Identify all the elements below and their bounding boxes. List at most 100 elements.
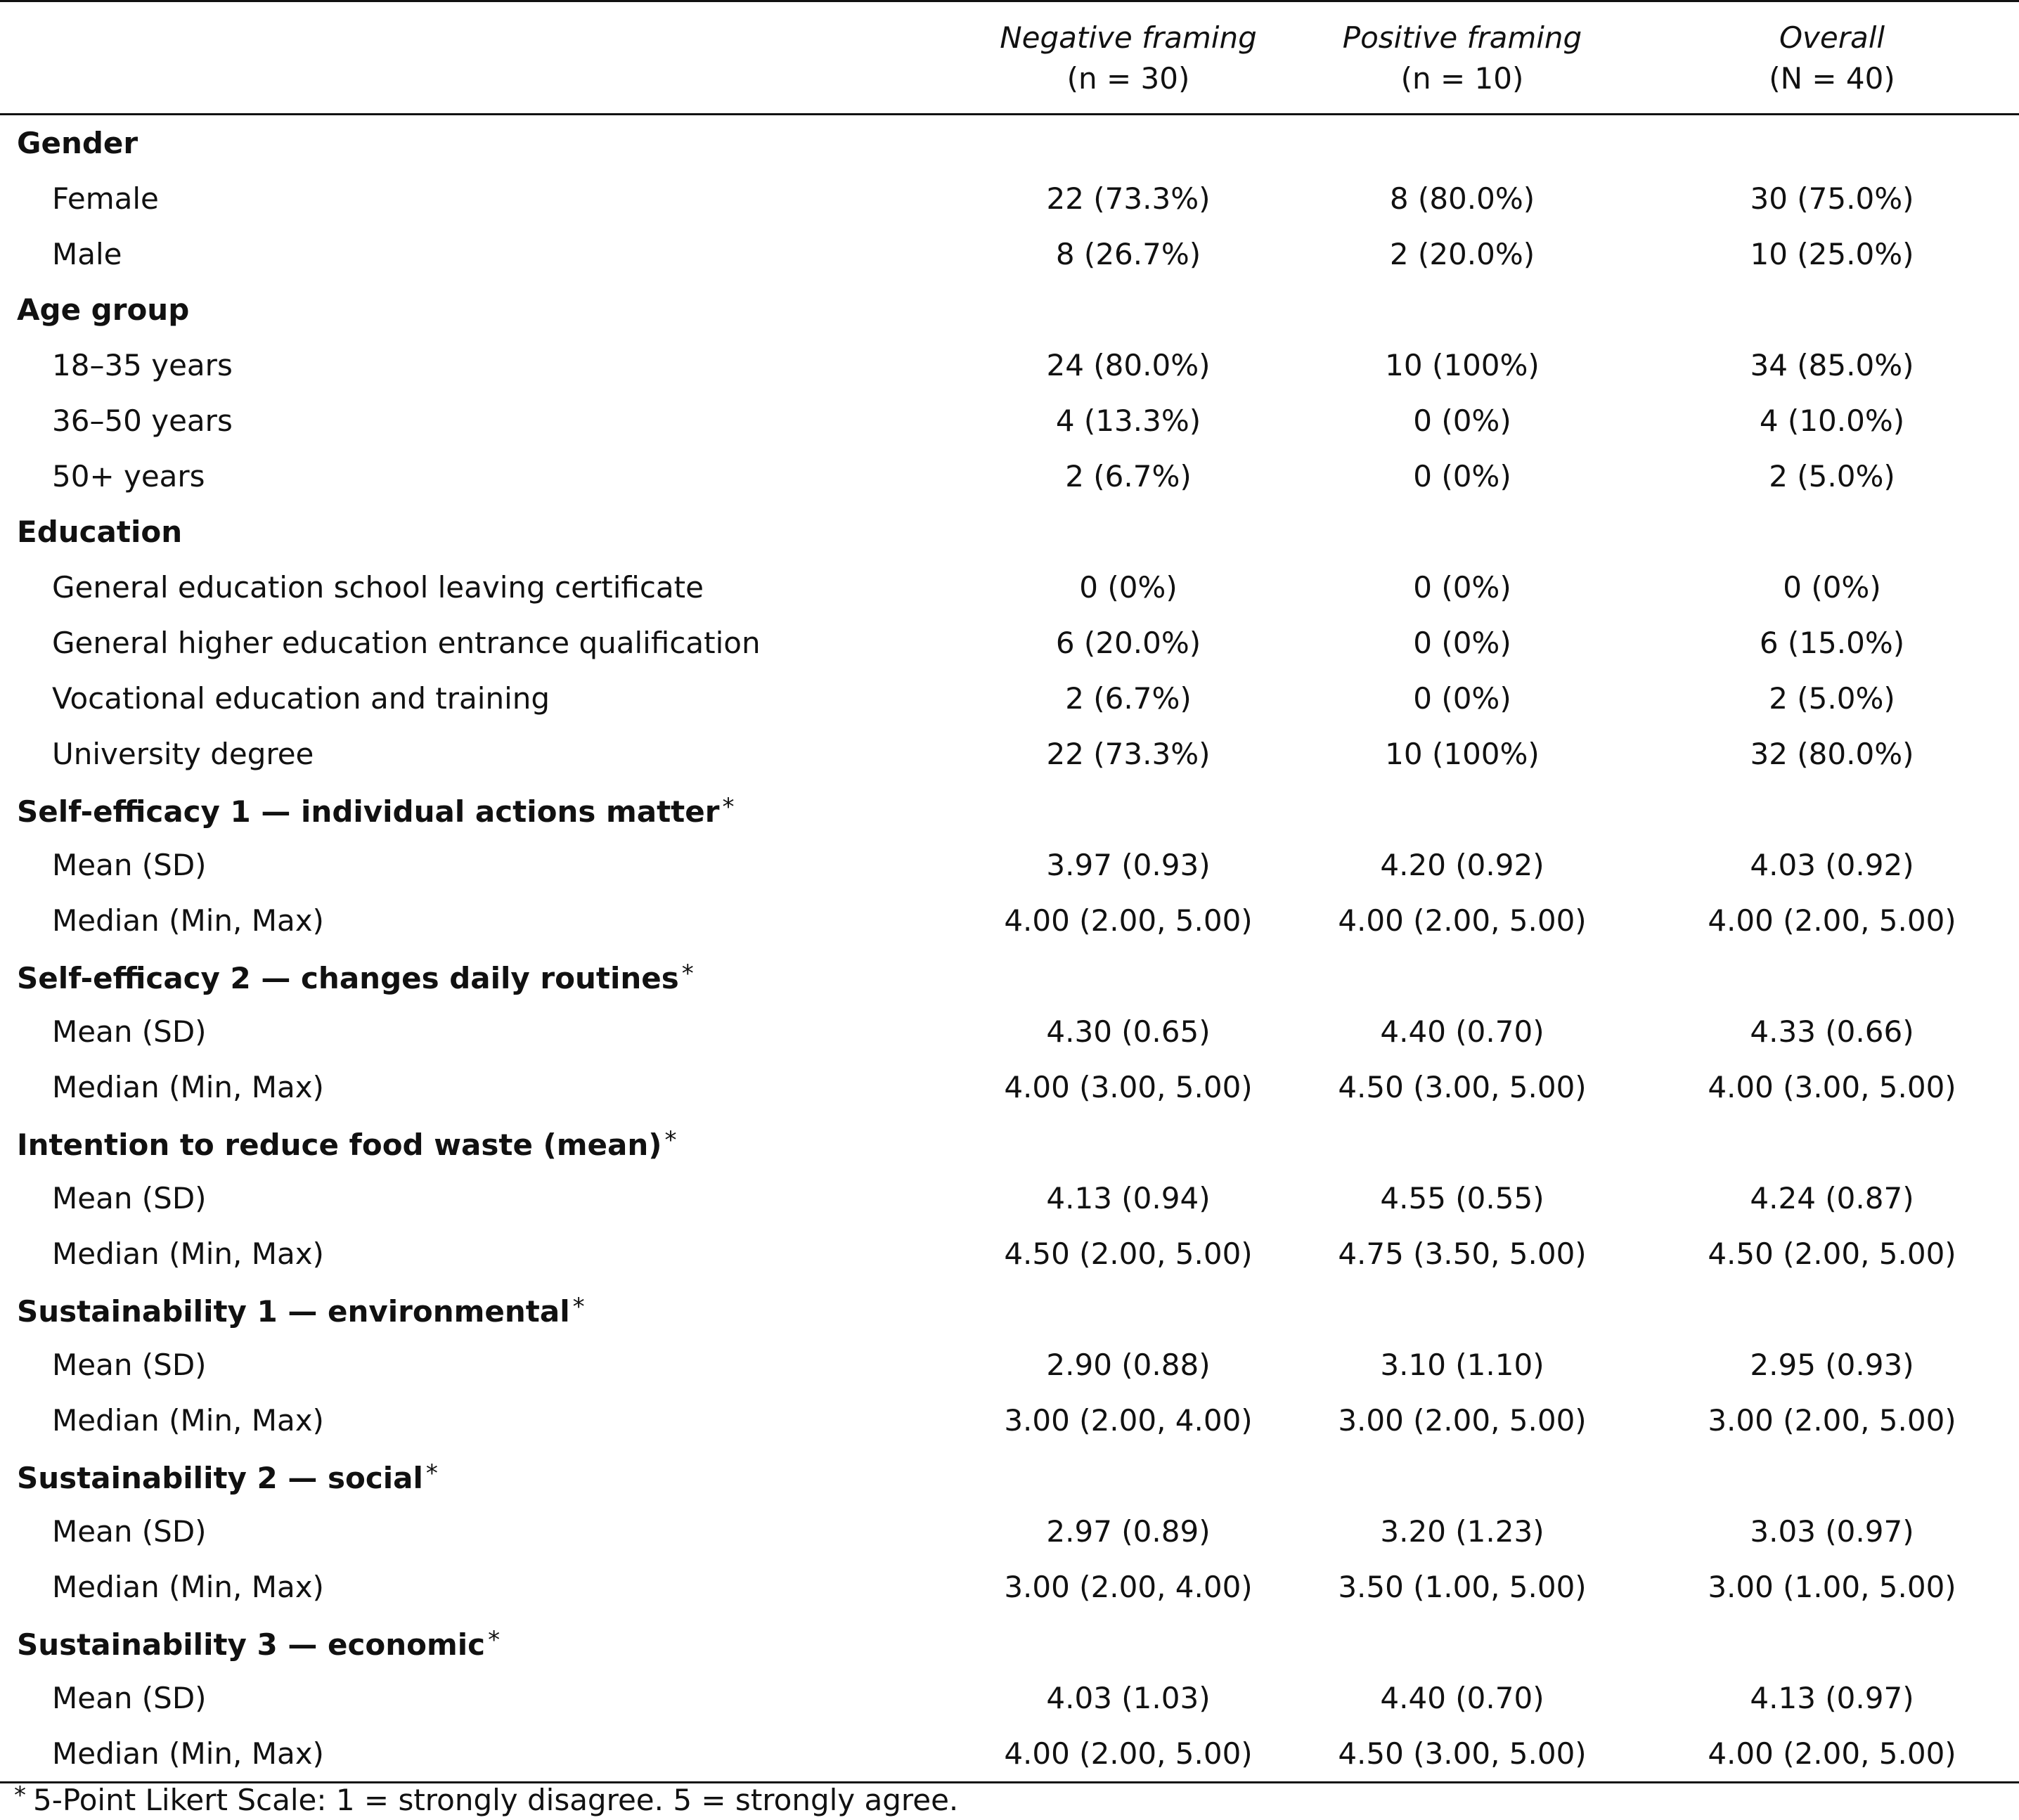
- row-label: Mean (SD): [52, 1680, 207, 1715]
- negative-framing-value: 2.97 (0.89): [1046, 1514, 1211, 1549]
- table-row: Female 22 (73.3%) 8 (80.0%) 30 (75.0%): [0, 171, 2019, 226]
- negative-framing-value: 6 (20.0%): [1055, 625, 1201, 660]
- row-label: University degree: [52, 736, 314, 771]
- table-row: 50+ years 2 (6.7%) 0 (0%) 2 (5.0%): [0, 448, 2019, 504]
- table-row: Median (Min, Max) 4.00 (2.00, 5.00) 4.50 (…: [0, 1726, 2019, 1783]
- overall-value: 2 (5.0%): [1769, 458, 1895, 493]
- table-row: Mean (SD) 4.13 (0.94) 4.55 (0.55) 4.24 (0.8…: [0, 1170, 2019, 1226]
- table-row: Mean (SD) 3.97 (0.93) 4.20 (0.92) 4.03 (0.9…: [0, 837, 2019, 893]
- positive-framing-value: 0 (0%): [1413, 680, 1511, 716]
- likert-footnote-marker: *: [681, 960, 694, 988]
- row-label: Mean (SD): [52, 1180, 207, 1215]
- positive-framing-value: 4.55 (0.55): [1380, 1180, 1544, 1215]
- group-size: (N = 40): [1769, 61, 1895, 96]
- table-row: General higher education entrance qualif…: [0, 615, 2019, 671]
- table-row: Mean (SD) 2.90 (0.88) 3.10 (1.10) 2.95 (0.9…: [0, 1337, 2019, 1393]
- section-title-text: Age group: [17, 292, 190, 327]
- row-label: Median (Min, Max): [52, 1569, 324, 1604]
- negative-framing-value: 24 (80.0%): [1046, 347, 1211, 382]
- overall-value: 3.00 (1.00, 5.00): [1708, 1569, 1956, 1604]
- positive-framing-value: 10 (100%): [1385, 736, 1540, 771]
- overall-value: 2 (5.0%): [1769, 680, 1895, 716]
- positive-framing-value: 4.50 (3.00, 5.00): [1338, 1069, 1587, 1104]
- overall-value: 4.24 (0.87): [1750, 1180, 1914, 1215]
- overall-value: 4.00 (3.00, 5.00): [1708, 1069, 1956, 1104]
- negative-framing-value: 2.90 (0.88): [1046, 1347, 1211, 1382]
- overall-value: 4.13 (0.97): [1750, 1680, 1914, 1715]
- positive-framing-value: 4.00 (2.00, 5.00): [1338, 903, 1587, 938]
- positive-framing-value: 4.40 (0.70): [1380, 1014, 1544, 1049]
- row-label: General education school leaving certifi…: [52, 569, 704, 605]
- section-title: Intention to reduce food waste (mean) *: [0, 1115, 2019, 1170]
- group-name: Negative framing: [1000, 20, 1257, 55]
- section-row: Sustainability 3 — economic *: [0, 1615, 2019, 1670]
- header-overall: Overall (N = 40): [1645, 0, 2019, 115]
- section-title-text: Sustainability 2 — social: [17, 1461, 423, 1495]
- row-label: Median (Min, Max): [52, 903, 324, 938]
- section-row: Sustainability 1 — environmental *: [0, 1282, 2019, 1337]
- section-row: Education: [0, 504, 2019, 560]
- table-row: Median (Min, Max) 3.00 (2.00, 4.00) 3.00 (…: [0, 1393, 2019, 1448]
- overall-value: 0 (0%): [1783, 569, 1881, 605]
- negative-framing-value: 22 (73.3%): [1046, 736, 1211, 771]
- positive-framing-value: 0 (0%): [1413, 403, 1511, 438]
- table-body: Gender Female 22 (73.3%) 8 (80.0%) 30 (75.0%…: [0, 115, 2019, 1783]
- section-title-text: Intention to reduce food waste (mean): [17, 1128, 662, 1162]
- section-row: Intention to reduce food waste (mean) *: [0, 1115, 2019, 1170]
- section-row: Age group: [0, 282, 2019, 337]
- table-row: 18–35 years 24 (80.0%) 10 (100%) 34 (85.0%): [0, 337, 2019, 393]
- overall-value: 3.03 (0.97): [1750, 1514, 1914, 1549]
- negative-framing-value: 4.13 (0.94): [1046, 1180, 1211, 1215]
- group-size: (n = 10): [1400, 61, 1524, 96]
- section-title: Self-efficacy 2 — changes daily routines…: [0, 948, 2019, 1004]
- section-title: Sustainability 1 — environmental *: [0, 1282, 2019, 1337]
- group-size: (n = 30): [1066, 61, 1190, 96]
- negative-framing-value: 4 (13.3%): [1055, 403, 1201, 438]
- section-row: Self-efficacy 2 — changes daily routines…: [0, 948, 2019, 1004]
- characteristics-table: Negative framing (n = 30) Positive frami…: [0, 0, 2019, 1783]
- row-label: 36–50 years: [52, 403, 233, 438]
- overall-value: 10 (25.0%): [1750, 236, 1914, 271]
- section-title: Sustainability 3 — economic *: [0, 1615, 2019, 1670]
- negative-framing-value: 3.00 (2.00, 4.00): [1004, 1569, 1253, 1604]
- group-name: Positive framing: [1342, 20, 1582, 55]
- table-footnote: * 5-Point Likert Scale: 1 = strongly disa…: [14, 1777, 958, 1819]
- section-title-text: Gender: [17, 125, 138, 160]
- row-label: Median (Min, Max): [0, 1726, 977, 1783]
- overall-value: 4 (10.0%): [1759, 403, 1905, 438]
- row-label: 50+ years: [52, 458, 205, 493]
- row-label: Female: [52, 181, 159, 216]
- row-label: Mean (SD): [52, 1514, 207, 1549]
- overall-value: 4.50 (2.00, 5.00): [1708, 1236, 1956, 1271]
- group-name: Overall: [1779, 20, 1885, 55]
- overall-value: 6 (15.0%): [1759, 625, 1905, 660]
- positive-framing-value: 8 (80.0%): [1389, 181, 1535, 216]
- section-title: Education: [0, 504, 2019, 560]
- overall-value: 4.00 (2.00, 5.00): [1645, 1726, 2019, 1783]
- section-row: Self-efficacy 1 — individual actions mat…: [0, 782, 2019, 837]
- table-row: University degree 22 (73.3%) 10 (100%) 32 (…: [0, 726, 2019, 782]
- section-title-text: Education: [17, 514, 183, 549]
- negative-framing-value: 3.00 (2.00, 4.00): [1004, 1402, 1253, 1438]
- negative-framing-value: 8 (26.7%): [1055, 236, 1201, 271]
- likert-footnote-marker: *: [722, 793, 735, 821]
- positive-framing-value: 3.00 (2.00, 5.00): [1338, 1402, 1587, 1438]
- table-row: Median (Min, Max) 4.50 (2.00, 5.00) 4.75 (…: [0, 1226, 2019, 1282]
- table-row: Mean (SD) 4.03 (1.03) 4.40 (0.70) 4.13 (0.9…: [0, 1670, 2019, 1726]
- positive-framing-value: 4.50 (3.00, 5.00): [1279, 1726, 1645, 1783]
- table-row: Mean (SD) 2.97 (0.89) 3.20 (1.23) 3.03 (0.9…: [0, 1504, 2019, 1559]
- overall-value: 2.95 (0.93): [1750, 1347, 1914, 1382]
- header-positive-framing: Positive framing (n = 10): [1279, 0, 1645, 115]
- positive-framing-value: 3.50 (1.00, 5.00): [1338, 1569, 1587, 1604]
- overall-value: 4.00 (2.00, 5.00): [1708, 903, 1956, 938]
- likert-footnote-marker: *: [664, 1126, 677, 1154]
- table-row: Median (Min, Max) 4.00 (3.00, 5.00) 4.50 (…: [0, 1059, 2019, 1115]
- overall-value: 4.33 (0.66): [1750, 1014, 1914, 1049]
- negative-framing-value: 2 (6.7%): [1065, 458, 1192, 493]
- section-row: Sustainability 2 — social *: [0, 1448, 2019, 1504]
- negative-framing-value: 4.03 (1.03): [1046, 1680, 1211, 1715]
- section-title-text: Self-efficacy 1 — individual actions mat…: [17, 794, 720, 829]
- section-title: Age group: [0, 282, 2019, 337]
- negative-framing-value: 4.30 (0.65): [1046, 1014, 1211, 1049]
- section-title-text: Sustainability 3 — economic: [17, 1627, 486, 1662]
